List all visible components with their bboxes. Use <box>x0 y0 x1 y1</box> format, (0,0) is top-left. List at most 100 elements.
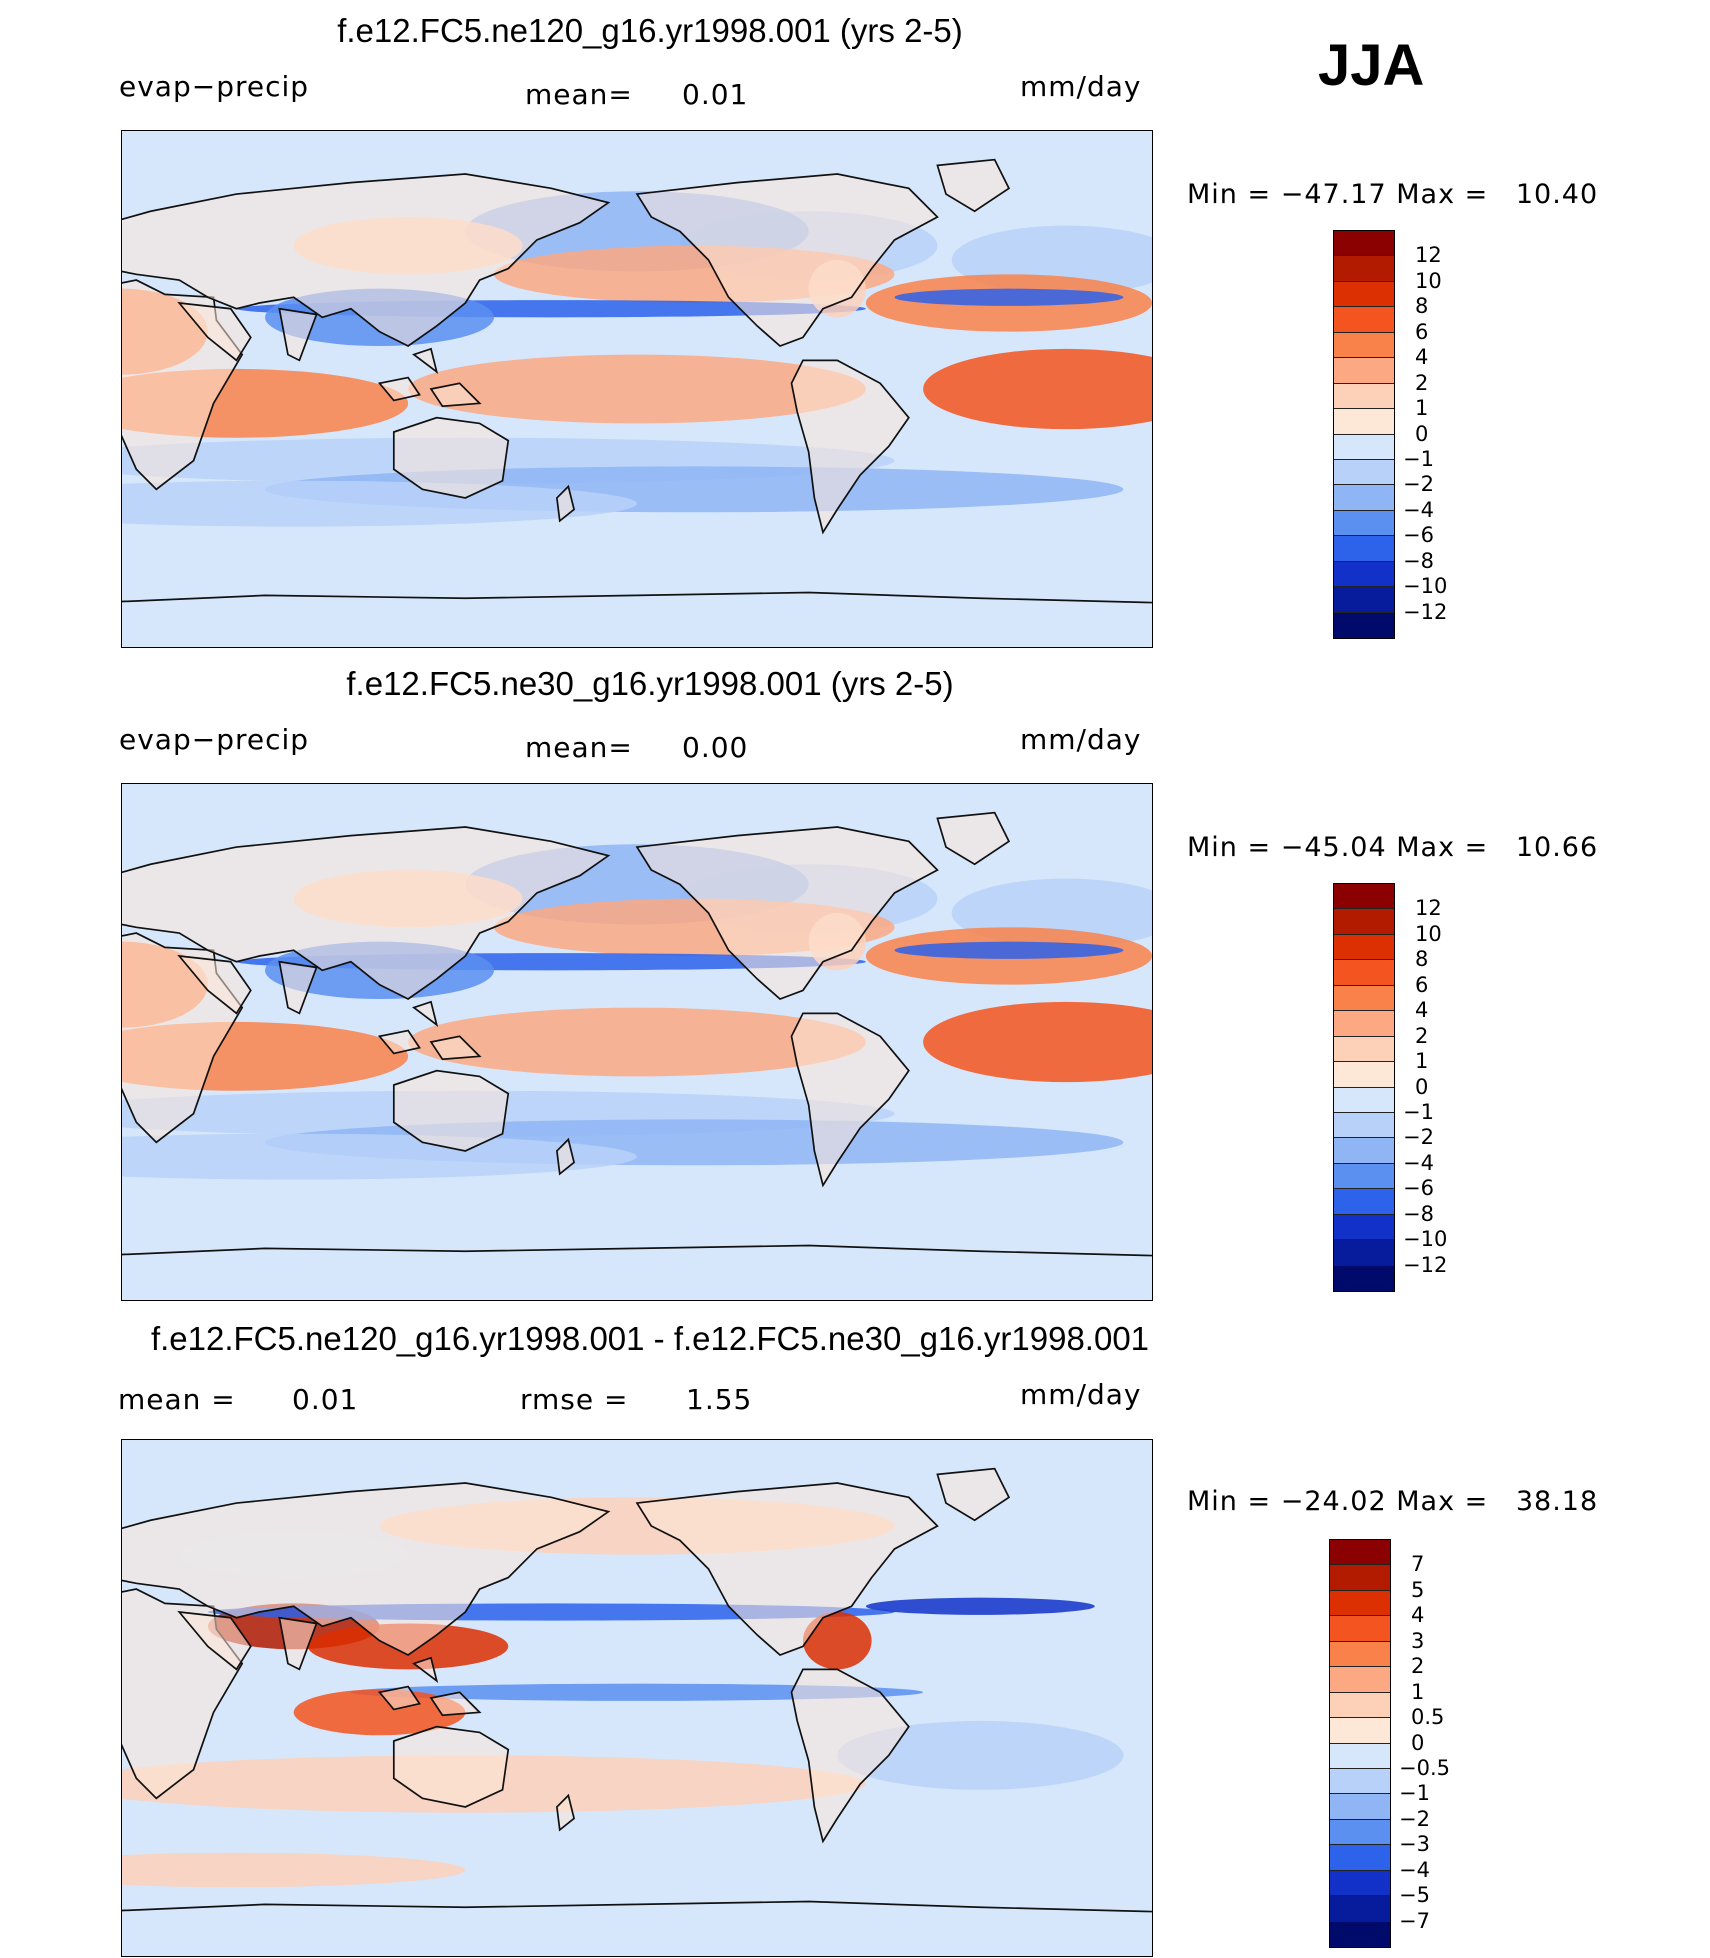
coastline <box>555 484 576 523</box>
colorbar-swatch <box>1330 1616 1390 1642</box>
anomaly-region <box>894 941 1124 959</box>
panel-title: f.e12.FC5.ne120_g16.yr1998.001 (yrs 2-5) <box>337 12 963 49</box>
colorbar-swatch <box>1334 358 1394 384</box>
anomaly-region <box>865 1597 1095 1615</box>
world-map <box>121 783 1153 1301</box>
colorbar-tick-label: 0.5 <box>1411 1705 1445 1730</box>
coastline <box>177 1610 318 1671</box>
coastline <box>790 359 910 535</box>
coastline <box>392 1725 510 1808</box>
colorbar-tick-label: 0 <box>1415 1074 1429 1099</box>
colorbar-tick-label: −8 <box>1403 548 1434 573</box>
panel-title: f.e12.FC5.ne30_g16.yr1998.001 (yrs 2-5) <box>346 665 954 702</box>
max-value: 10.40 <box>1515 179 1599 210</box>
variable-label: mean = <box>118 1383 236 1416</box>
colorbar-swatch <box>1330 1819 1390 1846</box>
colorbar-swatch <box>1334 409 1394 435</box>
coastline <box>122 826 611 1000</box>
colorbar-tick-label: −12 <box>1403 599 1448 624</box>
colorbar-swatch <box>1334 459 1394 486</box>
anomaly-region <box>122 1852 466 1888</box>
colorbar-tick-label: −10 <box>1403 574 1448 599</box>
anomaly-region <box>350 1683 924 1701</box>
colorbar-tick-label: −10 <box>1403 1227 1448 1252</box>
colorbar-swatch <box>1334 960 1394 986</box>
colorbar-swatch <box>1330 1921 1390 1947</box>
anomaly-region <box>122 1133 637 1180</box>
coastline <box>790 1668 910 1844</box>
world-map <box>121 130 1153 648</box>
colorbar <box>1329 1539 1391 1948</box>
mean-label: mean= <box>525 78 633 111</box>
colorbar-swatch <box>1334 612 1394 638</box>
min-max-readout: Min = −47.17 Max = 10.40 <box>1187 179 1599 210</box>
colorbar-swatch <box>1330 1590 1390 1617</box>
map-svg <box>122 784 1152 1300</box>
anomaly-region <box>293 1689 466 1736</box>
min-label: Min <box>1187 832 1238 863</box>
colorbar-swatch <box>1330 1845 1390 1871</box>
colorbar-swatch <box>1334 1036 1394 1063</box>
mean-label: 0.01 <box>292 1383 359 1416</box>
colorbar-swatch <box>1330 1743 1390 1769</box>
colorbar-swatch <box>1334 985 1394 1012</box>
colorbar-swatch <box>1334 231 1394 257</box>
colorbar-swatch <box>1330 1565 1390 1591</box>
colorbar-tick-label: 6 <box>1415 972 1429 997</box>
colorbar-swatch <box>1334 1062 1394 1088</box>
coastline <box>555 1793 576 1832</box>
colorbar-swatch <box>1334 1011 1394 1037</box>
coastline <box>122 591 1152 647</box>
colorbar-tick-label: 4 <box>1415 345 1429 370</box>
colorbar-tick-label: −2 <box>1399 1806 1430 1831</box>
colorbar-swatch <box>1334 1265 1394 1291</box>
mean-value: 0.00 <box>682 731 749 764</box>
colorbar-swatch <box>1330 1718 1390 1744</box>
coastline <box>790 1012 910 1188</box>
anomaly-region <box>408 1007 866 1077</box>
colorbar-tick-label: 8 <box>1415 947 1429 972</box>
colorbar-swatch <box>1334 1189 1394 1215</box>
colorbar-swatch <box>1334 909 1394 935</box>
anomaly-region <box>923 348 1152 430</box>
max-label: Max <box>1396 179 1456 210</box>
colorbar-swatch <box>1334 485 1394 511</box>
colorbar-tick-label: −6 <box>1403 523 1434 548</box>
min-label: Min <box>1187 1486 1238 1517</box>
colorbar-tick-label: 12 <box>1415 243 1442 268</box>
min-value: −47.17 <box>1280 179 1387 210</box>
rmse-label: rmse = <box>520 1383 629 1416</box>
season-label: JJA <box>1318 33 1425 98</box>
colorbar-tick-label: −5 <box>1399 1883 1430 1908</box>
colorbar-tick-label: 2 <box>1415 1023 1429 1048</box>
colorbar-tick-label: −1 <box>1403 446 1434 471</box>
anomaly-region <box>408 354 866 424</box>
colorbar-tick-label: −6 <box>1403 1176 1434 1201</box>
colorbar-swatch <box>1334 434 1394 460</box>
anomaly-region <box>122 480 637 527</box>
units-label: mm/day <box>1020 723 1142 756</box>
world-map <box>121 1439 1153 1957</box>
colorbar <box>1333 883 1395 1292</box>
coastline <box>177 954 318 1015</box>
colorbar-tick-label: −4 <box>1403 1150 1434 1175</box>
map-svg <box>122 1440 1152 1956</box>
max-value: 10.66 <box>1515 832 1599 863</box>
coastline <box>122 173 611 347</box>
coastline <box>392 416 510 499</box>
mean-value: 0.01 <box>682 78 749 111</box>
coastline <box>377 347 482 408</box>
rmse-value: 1.55 <box>686 1383 753 1416</box>
anomaly-region <box>894 288 1124 306</box>
colorbar-swatch <box>1334 332 1394 359</box>
colorbar <box>1333 230 1395 639</box>
coastline <box>635 826 939 1000</box>
colorbar-tick-label: 0 <box>1415 421 1429 446</box>
coastline <box>122 1482 611 1656</box>
colorbar-swatch <box>1334 1214 1394 1241</box>
colorbar-tick-label: 5 <box>1411 1577 1425 1602</box>
min-label: Min <box>1187 179 1238 210</box>
colorbar-tick-label: −1 <box>1403 1099 1434 1124</box>
colorbar-swatch <box>1334 307 1394 333</box>
colorbar-tick-label: 12 <box>1415 896 1442 921</box>
